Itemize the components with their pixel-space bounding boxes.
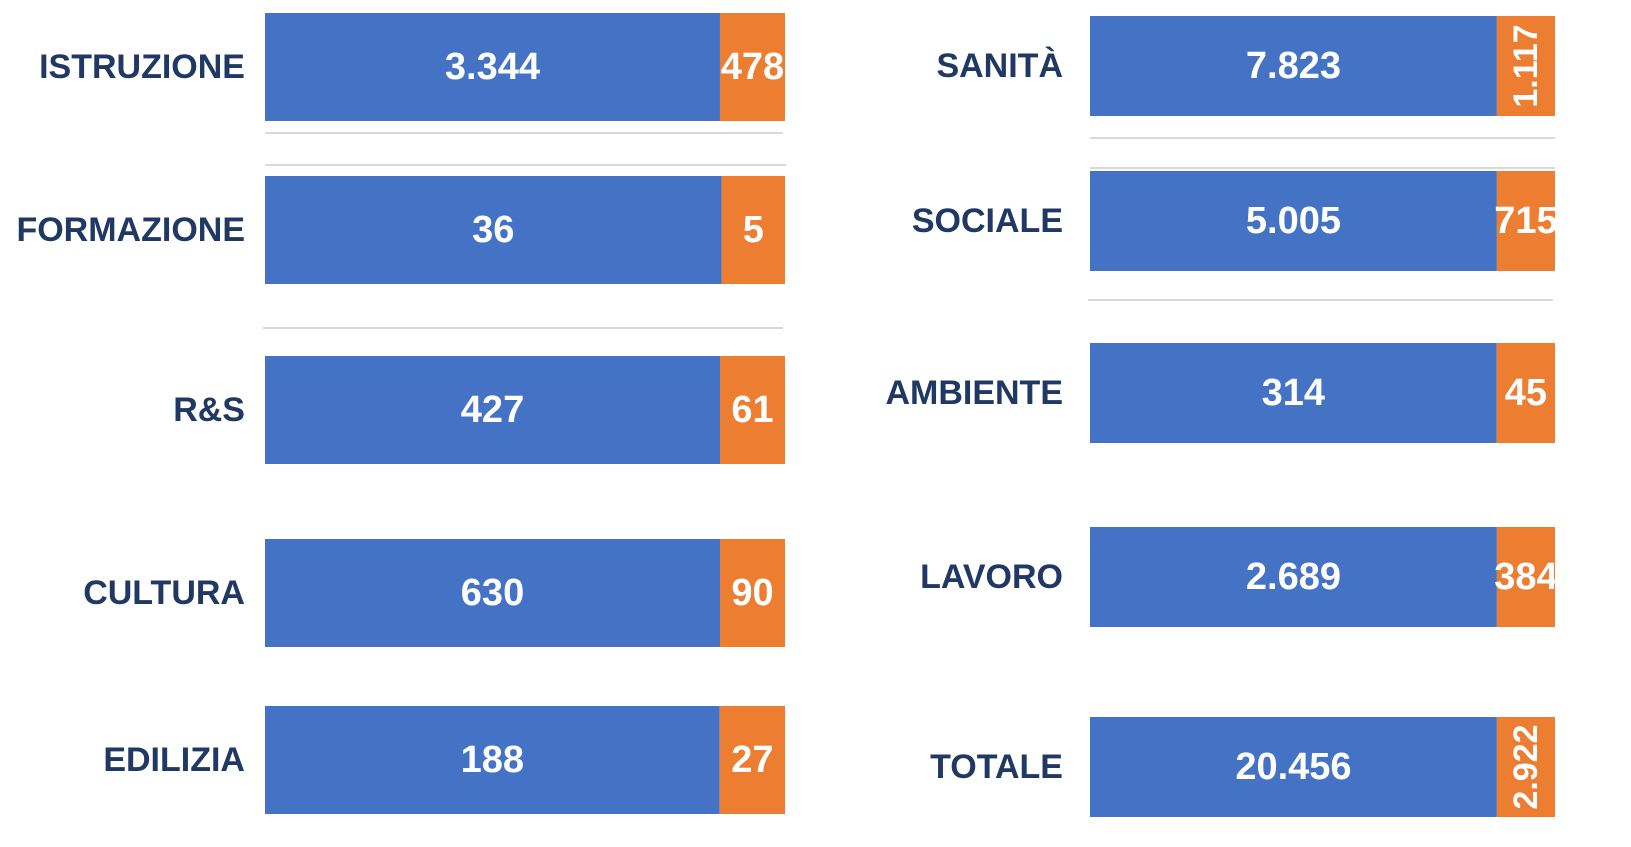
category-label: ISTRUZIONE — [39, 48, 245, 86]
value-label: 5.005 — [1246, 200, 1341, 242]
value-label: 45 — [1505, 372, 1547, 414]
value-label: 1.117 — [1507, 24, 1545, 107]
bar-segment — [719, 706, 785, 814]
value-label: 2.689 — [1246, 556, 1341, 598]
bar-segment — [720, 356, 785, 464]
value-label: 20.456 — [1235, 746, 1351, 788]
category-label: R&S — [173, 391, 245, 429]
bar-segment — [265, 706, 720, 814]
value-label: 384 — [1494, 556, 1557, 598]
bar-segment — [1496, 717, 1555, 817]
bar-segment — [265, 176, 722, 284]
value-label: 314 — [1262, 372, 1325, 414]
category-label: CULTURA — [83, 574, 245, 612]
category-label: LAVORO — [920, 558, 1063, 596]
category-label: SOCIALE — [912, 202, 1063, 240]
bar-segment — [265, 13, 720, 121]
bar-segment — [1090, 16, 1497, 116]
bar-segment — [265, 356, 720, 464]
bar-segment — [1496, 343, 1555, 443]
bar-segment — [1496, 527, 1555, 627]
category-label: EDILIZIA — [103, 741, 245, 779]
category-label: FORMAZIONE — [16, 211, 245, 249]
value-label: 61 — [731, 389, 773, 431]
value-label: 3.344 — [445, 46, 540, 88]
value-label: 630 — [461, 572, 524, 614]
value-label: 5 — [743, 209, 764, 251]
category-label: AMBIENTE — [885, 374, 1063, 412]
value-label: 427 — [461, 389, 524, 431]
bar-segment — [1496, 16, 1555, 116]
bar-segment — [1090, 343, 1497, 443]
bar-segment — [719, 13, 785, 121]
value-label: 36 — [472, 209, 514, 251]
value-label: 27 — [731, 739, 773, 781]
value-label: 90 — [731, 572, 773, 614]
bar-segment — [1090, 527, 1497, 627]
bar-segment — [721, 176, 785, 284]
bar-segment — [1496, 171, 1555, 271]
category-label: TOTALE — [930, 748, 1063, 786]
value-label: 2.922 — [1507, 724, 1545, 809]
value-label: 715 — [1494, 200, 1557, 242]
category-label: SANITÀ — [936, 47, 1063, 85]
value-label: 188 — [461, 739, 524, 781]
bar-segment — [720, 539, 785, 647]
value-label: 478 — [721, 46, 784, 88]
bar-segment — [1090, 171, 1497, 271]
bar-segment — [1090, 717, 1497, 817]
value-label: 7.823 — [1246, 45, 1341, 87]
bar-segment — [265, 539, 720, 647]
